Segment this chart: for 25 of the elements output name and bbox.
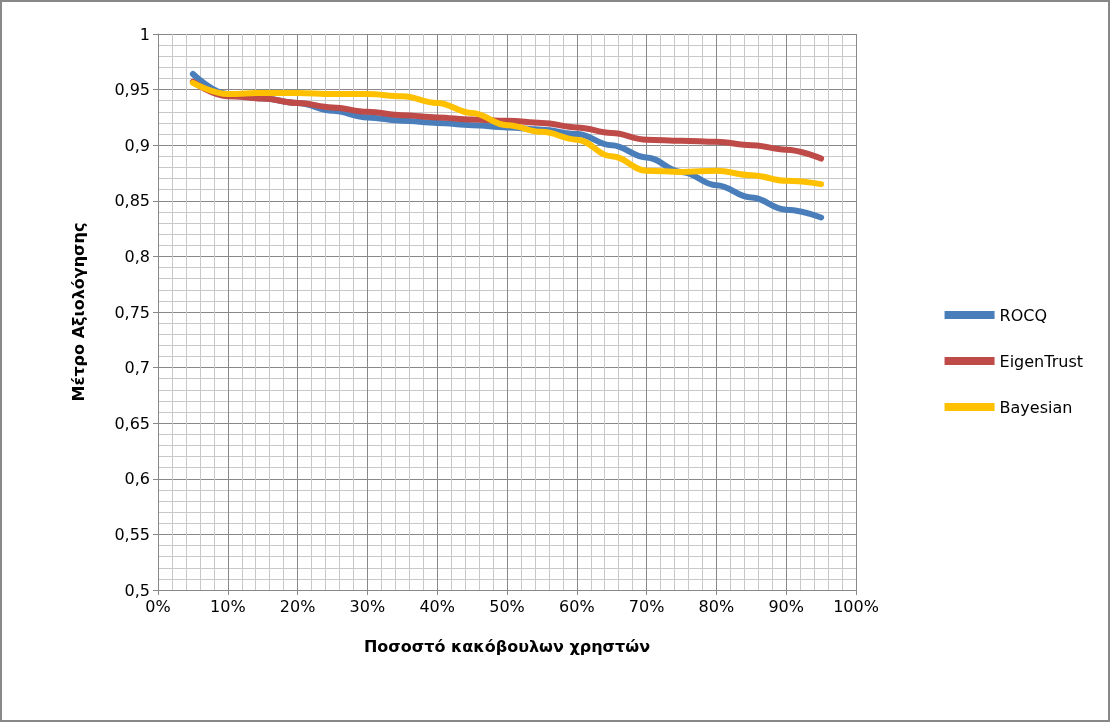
y-tick-label: 0,7	[124, 358, 150, 378]
legend-label: ROCQ	[999, 305, 1048, 325]
legend-label: EigenTrust	[999, 351, 1084, 371]
x-tick-label: 90%	[768, 596, 804, 616]
legend-label: Bayesian	[999, 397, 1073, 417]
y-tick-label: 0,55	[114, 524, 150, 544]
y-tick-label: 0,75	[114, 302, 150, 322]
x-tick-label: 70%	[628, 596, 665, 616]
x-tick-label: 50%	[489, 596, 525, 616]
y-tick-label: 0,9	[124, 135, 150, 155]
x-tick-label: 100%	[833, 596, 879, 616]
y-tick-label: 0,95	[114, 80, 150, 100]
x-tick-label: 60%	[559, 596, 595, 616]
x-axis-title: Ποσοστό κακόβουλων χρηστών	[363, 636, 651, 656]
y-tick-label: 0,8	[124, 246, 150, 266]
y-tick-label: 0,85	[114, 191, 150, 211]
y-tick-label: 0,65	[114, 413, 150, 433]
x-tick-label: 80%	[698, 596, 735, 616]
y-tick-label: 1	[139, 24, 150, 44]
y-tick-label: 0,6	[124, 469, 150, 489]
y-axis-title: Μέτρο Αξιολόγησης	[68, 222, 88, 402]
x-tick-label: 20%	[279, 596, 316, 616]
x-tick-label: 30%	[349, 596, 386, 616]
x-tick-label: 40%	[419, 596, 455, 616]
x-tick-label: 10%	[210, 596, 246, 616]
